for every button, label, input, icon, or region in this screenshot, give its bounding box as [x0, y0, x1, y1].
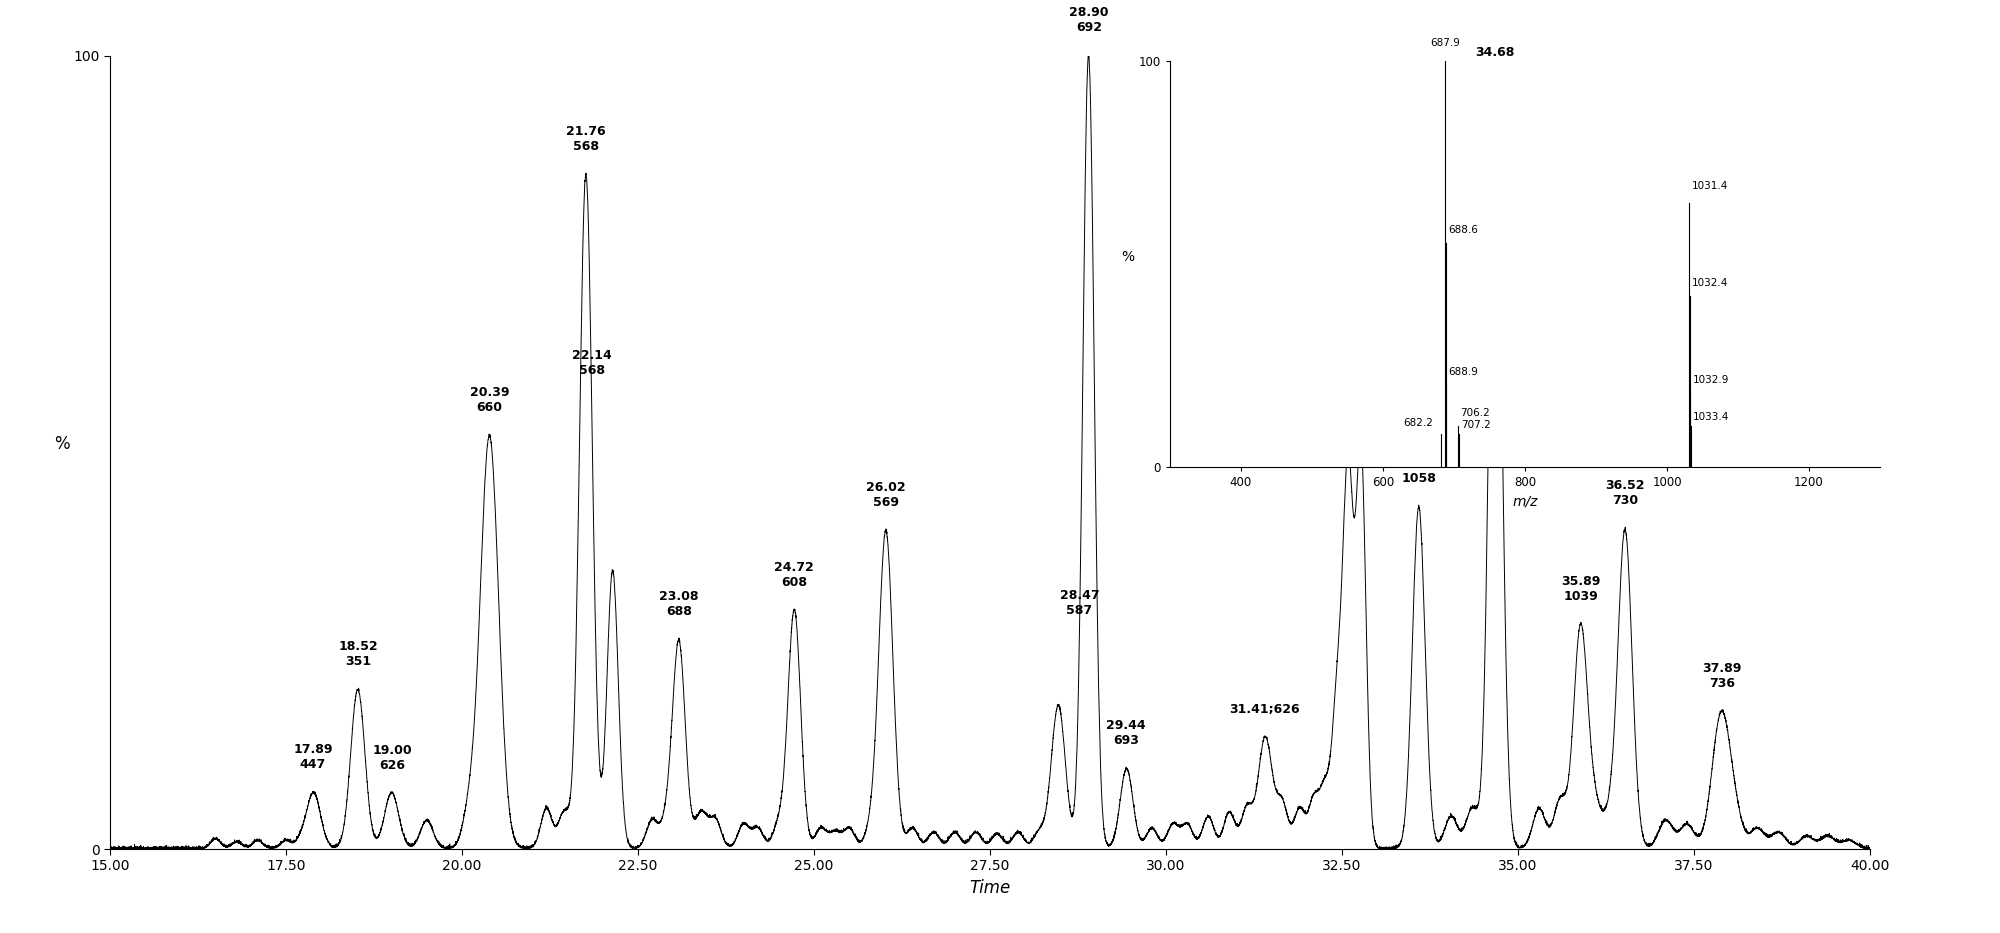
Text: 29.44
693: 29.44 693: [1106, 719, 1146, 747]
Text: 26.02
569: 26.02 569: [866, 481, 906, 509]
Text: 706.2: 706.2: [1460, 408, 1490, 418]
Text: 688.6: 688.6: [1448, 225, 1478, 235]
X-axis label: Time: Time: [970, 879, 1010, 897]
Text: 34.68
742: 34.68 742: [1476, 47, 1516, 75]
X-axis label: m/z: m/z: [1512, 494, 1538, 508]
Text: 19.00
626: 19.00 626: [372, 744, 412, 772]
Text: 22.14
568: 22.14 568: [572, 349, 612, 377]
Text: 1031.4: 1031.4: [1692, 180, 1728, 190]
Text: 682.2: 682.2: [1402, 418, 1432, 428]
Text: 31.41;626: 31.41;626: [1230, 703, 1300, 717]
Text: 688.9: 688.9: [1448, 368, 1478, 377]
Text: 18.52
351: 18.52 351: [338, 640, 378, 668]
Text: 28.47
587: 28.47 587: [1060, 589, 1100, 617]
Text: 32.59
714: 32.59 714: [1340, 388, 1380, 416]
Text: 35.89
1039: 35.89 1039: [1562, 575, 1600, 603]
Text: 32.44
865: 32.44 865: [1328, 400, 1368, 428]
Text: 21.76
568: 21.76 568: [566, 125, 606, 153]
Text: 707.2: 707.2: [1462, 420, 1490, 430]
Y-axis label: %: %: [54, 435, 70, 453]
Text: 1032.4: 1032.4: [1692, 278, 1728, 288]
Text: 20.39
660: 20.39 660: [470, 386, 510, 414]
Y-axis label: %: %: [1122, 249, 1134, 263]
Text: 1032.9: 1032.9: [1692, 375, 1728, 385]
Text: 1033.4: 1033.4: [1692, 411, 1730, 422]
Text: 33.59
1058: 33.59 1058: [1400, 457, 1438, 485]
Text: 28.90
692: 28.90 692: [1070, 7, 1108, 35]
Text: 687.9: 687.9: [1430, 38, 1460, 49]
Text: 36.52
730: 36.52 730: [1606, 480, 1644, 508]
Text: 24.72
608: 24.72 608: [774, 562, 814, 590]
Text: 23.08
688: 23.08 688: [660, 591, 698, 619]
Text: 17.89
447: 17.89 447: [294, 744, 332, 772]
Text: 37.89
736: 37.89 736: [1702, 661, 1742, 689]
Text: 32.77
742: 32.77 742: [1340, 388, 1380, 416]
